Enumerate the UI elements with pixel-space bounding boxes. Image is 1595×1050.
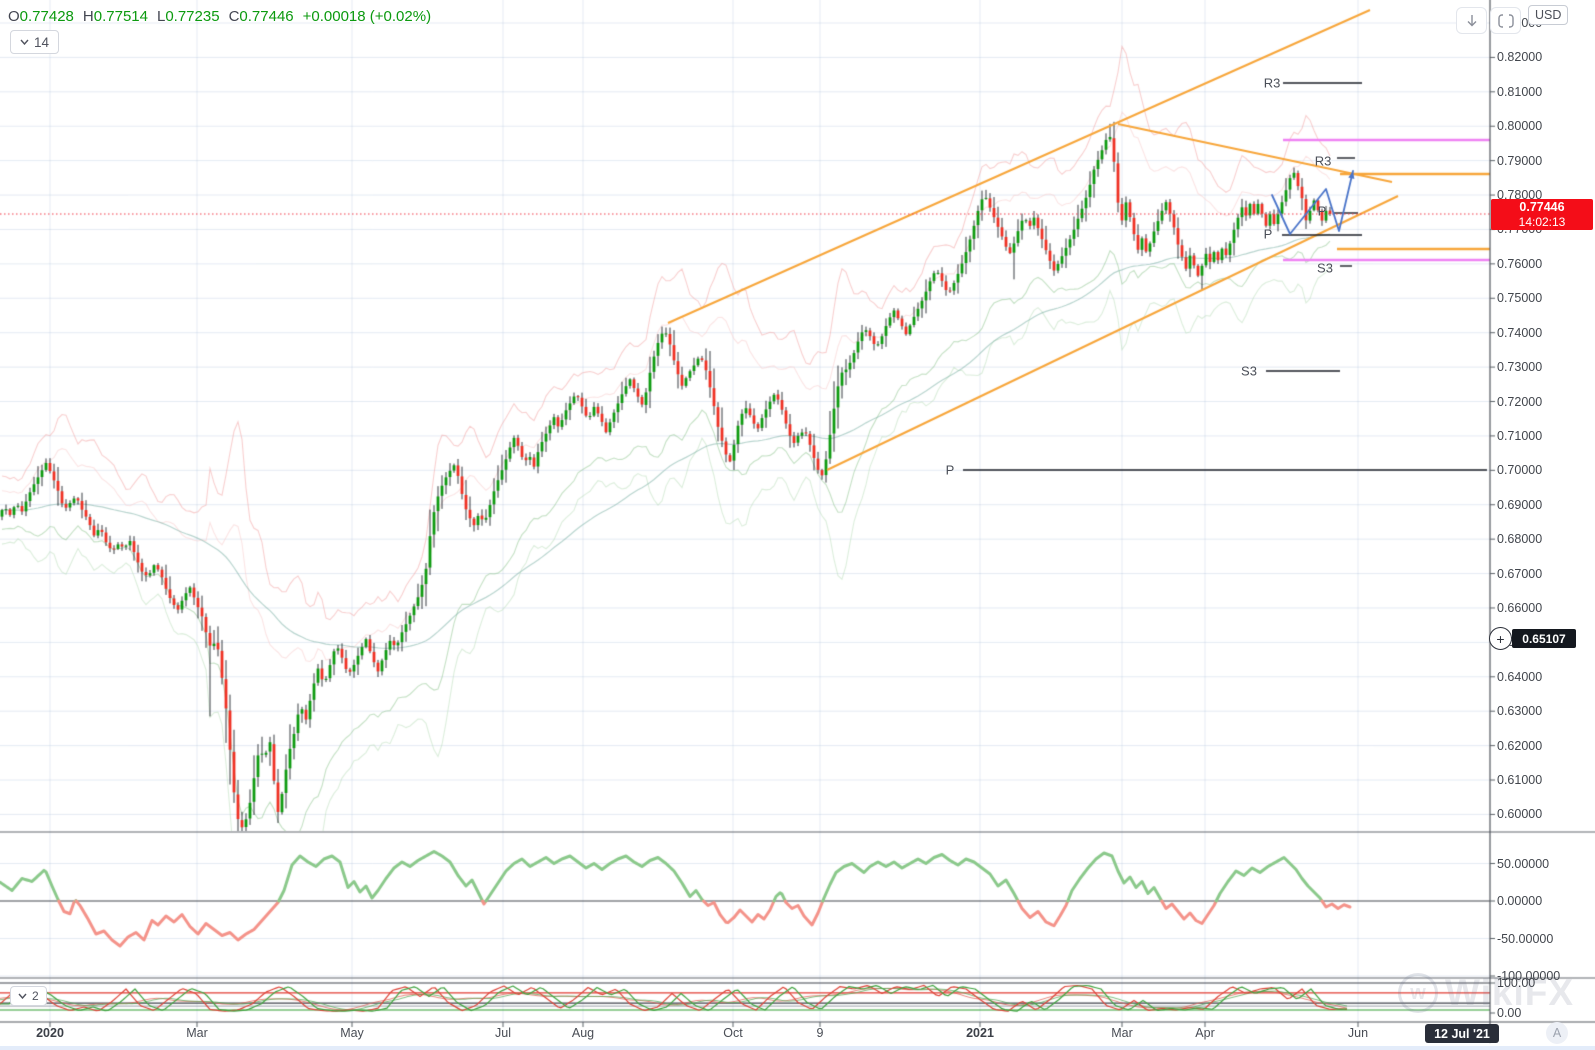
price-tick-label: 0.60000 — [1497, 807, 1543, 822]
open-value: 0.77428 — [19, 8, 74, 25]
stoch-tick-label: 100.00 — [1497, 976, 1536, 990]
time-axis-label: Mar — [186, 1026, 208, 1040]
oscillator-tick-label: -100.00000 — [1497, 969, 1561, 983]
stoch-tick-label: 0.00 — [1497, 1006, 1522, 1020]
price-tick-label: 0.61000 — [1497, 773, 1543, 788]
pivot-label-s3: S3 — [1241, 363, 1257, 379]
currency-badge[interactable]: USD — [1528, 5, 1569, 25]
low-value: 0.77235 — [165, 8, 220, 25]
download-button[interactable] — [1456, 7, 1487, 34]
oscillator-tick-label: 0.00000 — [1497, 894, 1543, 908]
pivot-label-p: P — [945, 462, 955, 478]
price-tick-label: 0.63000 — [1497, 704, 1543, 719]
price-tick-label: 0.67000 — [1497, 566, 1543, 581]
plus-icon: + — [1496, 630, 1505, 647]
close-value: 0.77446 — [239, 8, 294, 25]
ohlc-legend: O0.77428 H0.77514 L0.77235 C0.77446 +0.0… — [8, 8, 431, 25]
price-tick-label: 0.69000 — [1497, 497, 1543, 512]
time-axis-label: Aug — [571, 1026, 595, 1040]
download-icon — [1467, 14, 1476, 26]
fullscreen-icon — [1497, 13, 1514, 28]
time-axis-label: 9 — [816, 1026, 824, 1040]
price-tick-label: 0.74000 — [1497, 325, 1543, 340]
time-axis-label: Oct — [723, 1026, 743, 1040]
stoch-period-value: 2 — [32, 989, 39, 1003]
price-tick-label: 0.82000 — [1497, 50, 1543, 65]
change-value: +0.00018 (+0.02%) — [302, 8, 432, 25]
price-tick-label: 0.70000 — [1497, 463, 1543, 478]
price-tick-label: 0.71000 — [1497, 428, 1543, 443]
pivot-label-r3: R3 — [1314, 153, 1332, 169]
price-tick-label: 0.68000 — [1497, 532, 1543, 547]
crosshair-date-badge: 12 Jul '21 — [1425, 1024, 1499, 1043]
pivot-label-p: P — [1263, 226, 1273, 242]
pivot-label-r3: R3 — [1263, 75, 1281, 91]
crosshair-price-badge: 0.65107 — [1512, 629, 1576, 648]
close-label: C — [228, 8, 240, 25]
pivot-label-p: P — [1317, 203, 1327, 219]
high-value: 0.77514 — [93, 8, 148, 25]
price-tick-label: 0.78000 — [1497, 188, 1543, 203]
price-tick-label: 0.66000 — [1497, 600, 1543, 615]
time-axis-label: Jul — [495, 1026, 511, 1040]
watermark-logo-icon: w — [1398, 973, 1438, 1013]
time-axis-label: May — [340, 1026, 364, 1040]
time-axis-label: Apr — [1195, 1026, 1215, 1040]
fullscreen-button[interactable] — [1490, 7, 1521, 34]
add-alert-button[interactable]: + — [1489, 627, 1512, 650]
time-axis-label: Jun — [1347, 1026, 1369, 1040]
price-tick-label: 0.64000 — [1497, 669, 1543, 684]
stoch-period-selector[interactable]: 2 — [10, 986, 47, 1006]
pivot-label-s3: S3 — [1317, 260, 1333, 276]
oscillator-tick-label: 50.00000 — [1497, 856, 1550, 871]
price-tick-label: 0.79000 — [1497, 153, 1543, 168]
price-tick-label: 0.81000 — [1497, 84, 1543, 99]
page-edge-strip — [0, 1046, 1595, 1050]
price-tick-label: 0.72000 — [1497, 394, 1543, 409]
price-tick-label: 0.73000 — [1497, 360, 1543, 375]
watermark: w WikiFX — [1398, 972, 1574, 1014]
price-tick-label: 0.62000 — [1497, 738, 1543, 753]
time-axis-label: Mar — [1111, 1026, 1133, 1040]
price-tick-label: 0.76000 — [1497, 256, 1543, 271]
timezone-button[interactable]: A — [1546, 1022, 1568, 1044]
chevron-down-icon — [20, 39, 29, 45]
current-price-value: 0.77446 — [1519, 199, 1565, 214]
price-tick-label: 0.80000 — [1497, 119, 1543, 134]
time-axis-label: 2020 — [36, 1026, 64, 1040]
open-label: O — [8, 8, 20, 25]
current-price-badge: 0.77446 14:02:13 — [1491, 199, 1593, 230]
countdown-timer: 14:02:13 — [1518, 214, 1566, 229]
interval-value: 14 — [34, 34, 50, 50]
price-tick-label: 0.75000 — [1497, 291, 1543, 306]
time-axis-label: 2021 — [966, 1026, 994, 1040]
interval-selector[interactable]: 14 — [10, 30, 60, 54]
low-label: L — [156, 8, 166, 25]
chevron-down-icon — [18, 993, 27, 999]
high-label: H — [82, 8, 94, 25]
oscillator-tick-label: -50.00000 — [1497, 931, 1554, 946]
